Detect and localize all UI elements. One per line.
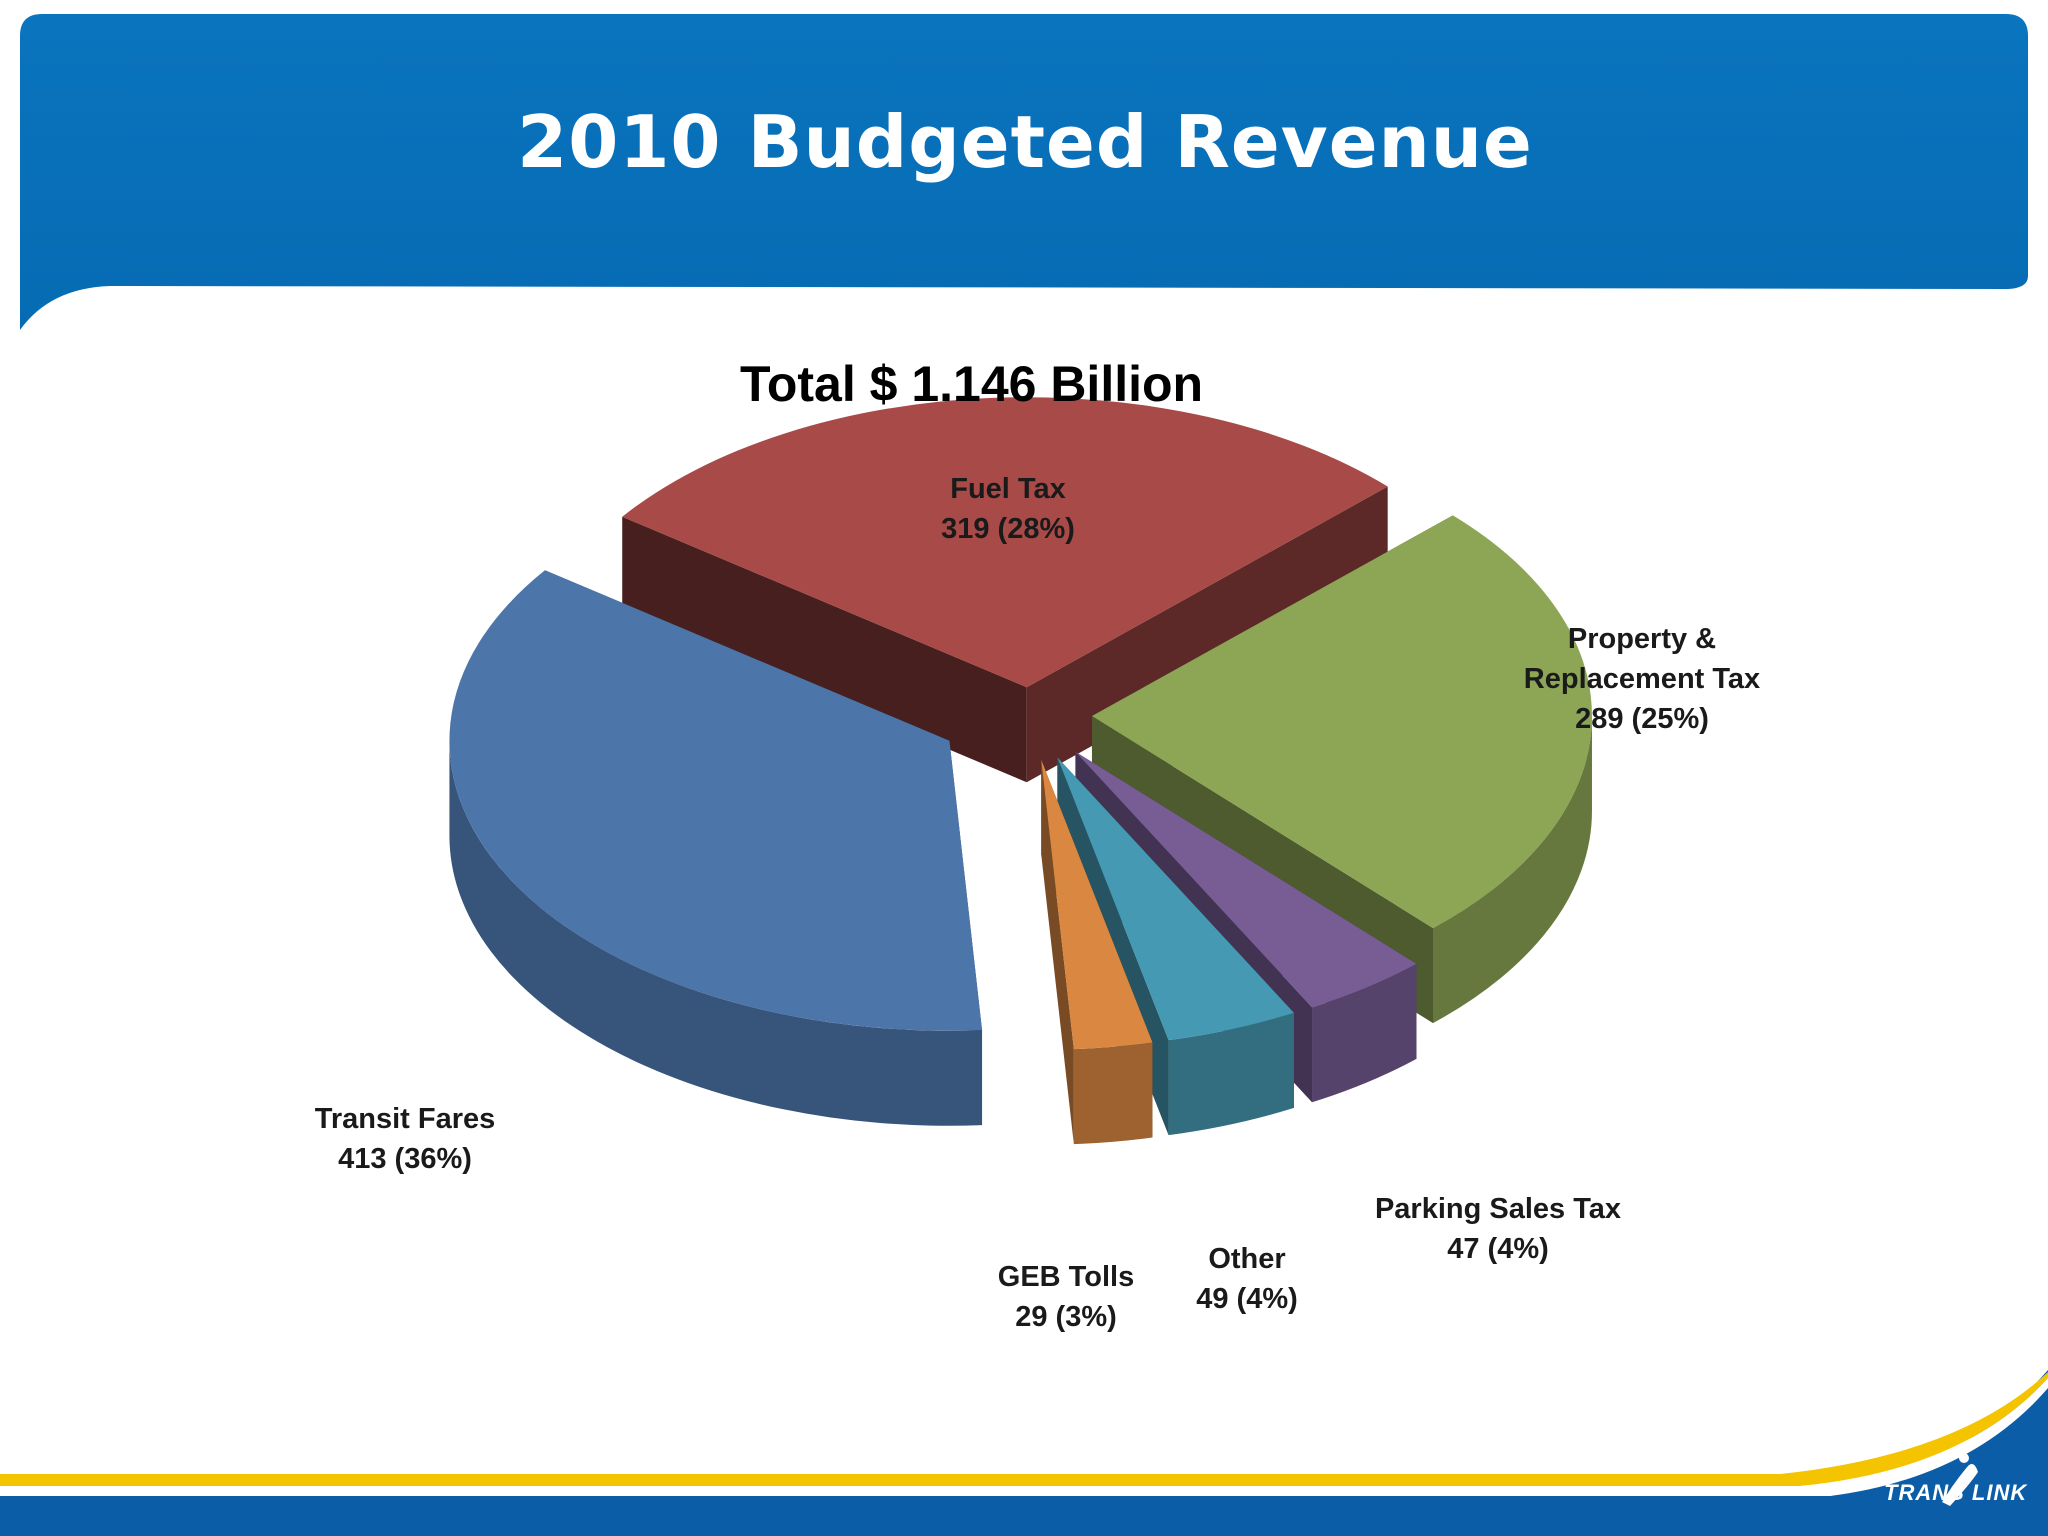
slice-top-face <box>622 397 1388 688</box>
data-label-name: Replacement Tax <box>1524 663 1760 695</box>
slice-outer-wall <box>1168 1012 1294 1136</box>
pie-chart: Fuel Tax 319 (28%) Property & Replacement T… <box>315 397 1760 1333</box>
slice-top-face <box>1057 757 1294 1041</box>
slice-top-face <box>1075 751 1417 1008</box>
data-label-other: Other 49 (4%) <box>1196 1243 1298 1315</box>
data-label-name: Transit Fares <box>315 1103 496 1135</box>
data-label-name: Other <box>1208 1243 1285 1275</box>
footer-band <box>0 1496 2048 1536</box>
footer-swoosh <box>1830 1370 2048 1496</box>
data-label-name: Fuel Tax <box>950 473 1066 505</box>
data-label-name: GEB Tolls <box>998 1261 1134 1293</box>
data-label-transit-fares: Transit Fares 413 (36%) <box>315 1103 496 1175</box>
data-label-name: Property & <box>1568 623 1716 655</box>
slice-top-face <box>1041 759 1153 1050</box>
data-label-value: 29 (3%) <box>1015 1301 1117 1333</box>
slice-side-wall <box>622 516 1027 783</box>
chart-subtitle: Total $ 1.146 Billion <box>740 356 1204 412</box>
pie-slice-geb-tolls <box>1041 759 1153 1145</box>
pie-slice-transit-fares <box>449 570 983 1126</box>
slice-top-face <box>1091 515 1592 929</box>
data-label-value: 319 (28%) <box>941 513 1075 545</box>
header-banner <box>20 14 2028 330</box>
data-label-geb-tolls: GEB Tolls 29 (3%) <box>998 1261 1134 1333</box>
data-label-value: 413 (36%) <box>338 1143 472 1175</box>
data-label-value: 49 (4%) <box>1196 1283 1298 1315</box>
slice-top-face <box>449 570 983 1031</box>
brand-logo-text: TRANS LINK <box>1884 1480 2028 1505</box>
slice-outer-wall <box>1433 716 1592 1024</box>
data-label-property-replacement-tax: Property & Replacement Tax 289 (25%) <box>1524 623 1760 735</box>
slice-side-wall <box>1041 759 1074 1145</box>
data-label-name: Parking Sales Tax <box>1375 1193 1621 1225</box>
data-label-value: 47 (4%) <box>1447 1233 1549 1265</box>
slice-outer-wall <box>449 740 983 1126</box>
data-label-fuel-tax: Fuel Tax 319 (28%) <box>941 473 1075 545</box>
page-title: 2010 Budgeted Revenue <box>517 100 1533 184</box>
slice-outer-wall <box>1073 1042 1153 1145</box>
footer-stripe-yellow <box>0 1372 2048 1486</box>
footer-stripe-white <box>0 1378 2048 1496</box>
data-label-parking-sales-tax: Parking Sales Tax 47 (4%) <box>1375 1193 1621 1265</box>
slice-outer-wall <box>1312 963 1417 1103</box>
data-label-value: 289 (25%) <box>1575 703 1709 735</box>
translink-logo-icon <box>1942 1453 1978 1506</box>
